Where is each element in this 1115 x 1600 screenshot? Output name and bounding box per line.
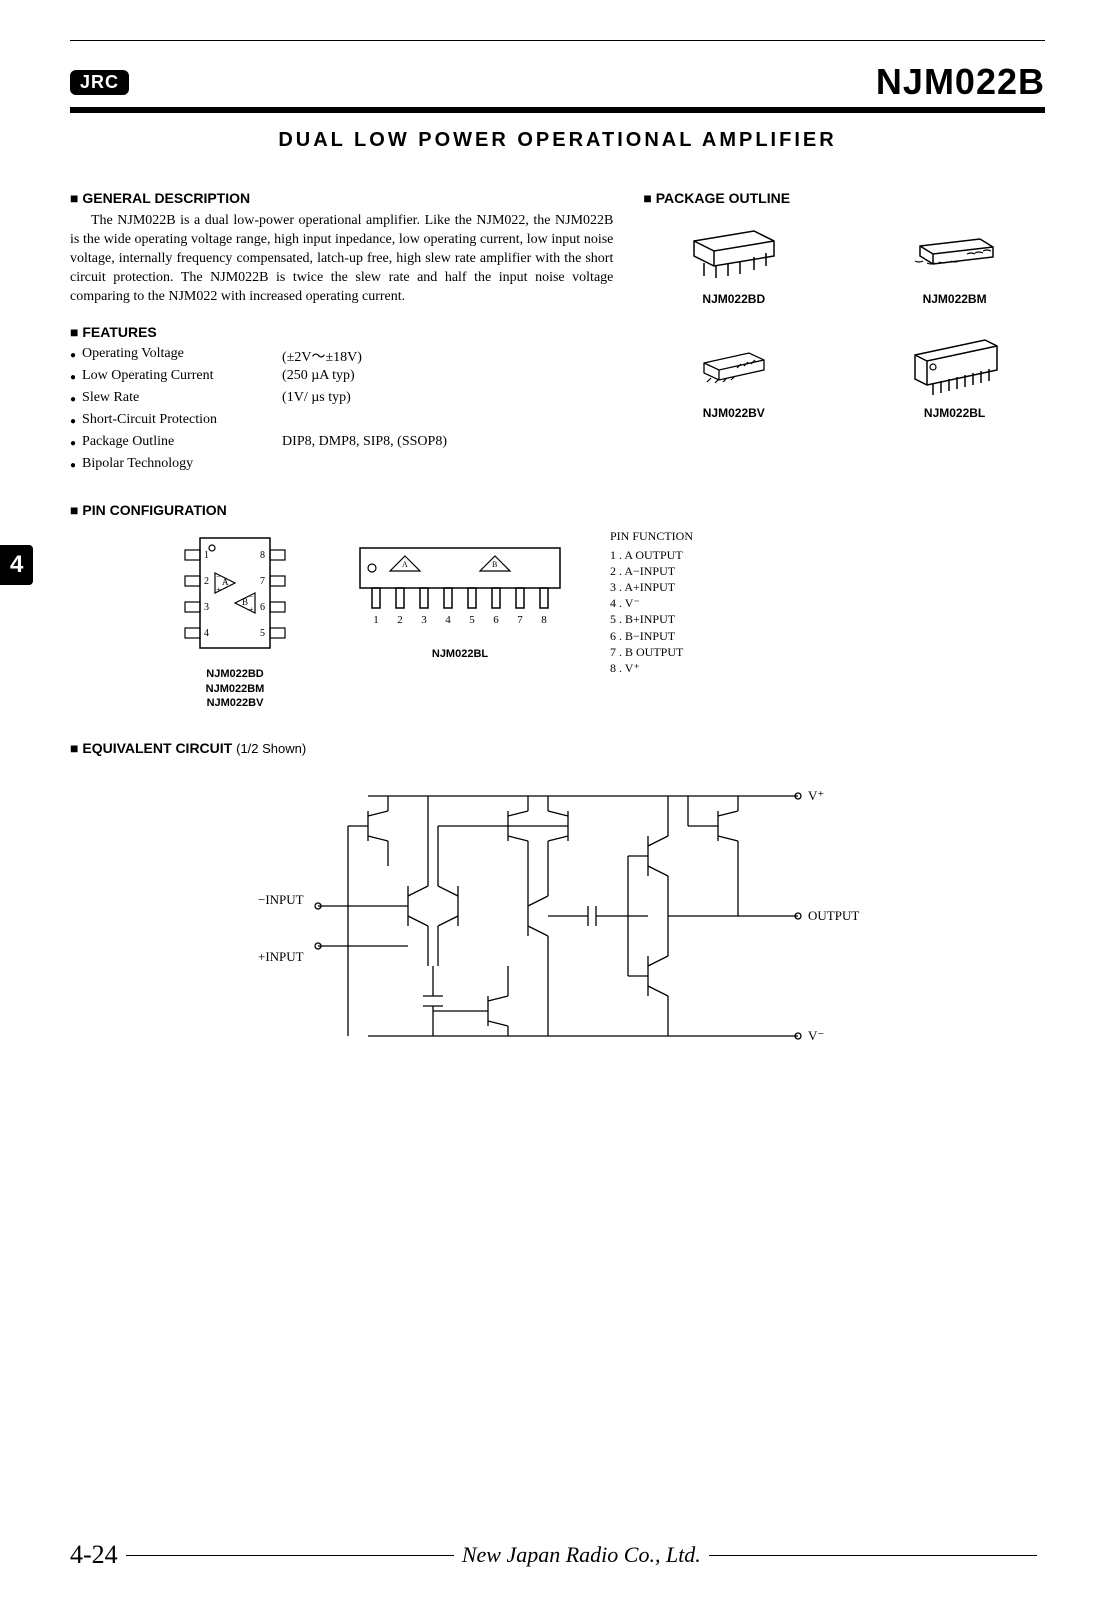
svg-text:B: B	[242, 597, 248, 607]
feature-item: Package OutlineDIP8, DMP8, SIP8, (SSOP8)	[70, 434, 613, 454]
vminus-label: V⁻	[808, 1028, 824, 1043]
pin-function-row: 1 . A OUTPUT	[610, 547, 693, 563]
features-list: Operating Voltage(±2V～±18V) Low Operatin…	[70, 346, 613, 476]
page-number: 4-24	[70, 1540, 118, 1570]
general-description-heading: GENERAL DESCRIPTION	[70, 190, 613, 206]
document-title: DUAL LOW POWER OPERATIONAL AMPLIFIER	[70, 129, 1045, 152]
features-heading: FEATURES	[70, 324, 613, 340]
pin-diagram-sip-label: NJM022BL	[350, 647, 570, 661]
logo: JRC	[70, 70, 129, 95]
pin-diagram-dip-label: NJM022BD NJM022BM NJM022BV	[160, 667, 310, 710]
svg-text:1: 1	[204, 550, 209, 561]
feature-label: Operating Voltage	[82, 346, 282, 366]
svg-text:+: +	[216, 585, 221, 594]
feature-item: Short-Circuit Protection	[70, 412, 613, 432]
pin-function-row: 6 . B−INPUT	[610, 628, 693, 644]
page: JRC NJM022B DUAL LOW POWER OPERATIONAL A…	[0, 0, 1115, 1590]
top-rule	[70, 40, 1045, 41]
package-ssop-icon	[643, 330, 824, 400]
header-row: JRC NJM022B	[70, 61, 1045, 103]
package-cell: NJM022BL	[864, 330, 1045, 420]
pin-function-row: 5 . B+INPUT	[610, 611, 693, 627]
package-cell: NJM022BM	[864, 216, 1045, 306]
svg-text:7: 7	[260, 576, 265, 587]
svg-text:B: B	[492, 560, 497, 569]
feature-label: Slew Rate	[82, 390, 282, 410]
feature-label: Short-Circuit Protection	[82, 412, 282, 432]
svg-text:8: 8	[260, 550, 265, 561]
svg-text:A: A	[402, 560, 408, 569]
feature-label: Bipolar Technology	[82, 456, 282, 476]
svg-text:−: −	[249, 592, 254, 601]
package-label: NJM022BV	[643, 406, 824, 420]
feature-value: (±2V～±18V)	[282, 346, 362, 366]
svg-text:4: 4	[204, 628, 209, 639]
package-grid: NJM022BD NJM022BM	[643, 216, 1045, 420]
package-sip-icon	[864, 330, 1045, 400]
package-dmp-icon	[864, 216, 1045, 286]
feature-value: (250 µA typ)	[282, 368, 355, 388]
svg-text:3: 3	[204, 602, 209, 613]
right-column: PACKAGE OUTLINE	[643, 182, 1045, 494]
equivalent-circuit-note: (1/2 Shown)	[236, 741, 306, 756]
package-label: NJM022BL	[864, 406, 1045, 420]
package-label: NJM022BM	[864, 292, 1045, 306]
feature-value: DIP8, DMP8, SIP8, (SSOP8)	[282, 434, 447, 454]
feature-item: Low Operating Current(250 µA typ)	[70, 368, 613, 388]
package-cell: NJM022BD	[643, 216, 824, 306]
footer-rule	[126, 1555, 454, 1556]
svg-text:1: 1	[373, 614, 379, 626]
feature-item: Operating Voltage(±2V～±18V)	[70, 346, 613, 366]
footer: 4-24 New Japan Radio Co., Ltd.	[70, 1540, 1045, 1570]
pin-configuration-heading: PIN CONFIGURATION	[70, 502, 1045, 518]
side-tab: 4	[0, 545, 33, 585]
pin-function-title: PIN FUNCTION	[610, 528, 693, 544]
feature-label: Low Operating Current	[82, 368, 282, 388]
package-outline-heading: PACKAGE OUTLINE	[643, 190, 1045, 206]
pin-function-row: 7 . B OUTPUT	[610, 644, 693, 660]
pin-function-row: 8 . V⁺	[610, 660, 693, 676]
svg-text:+: +	[249, 605, 254, 614]
plus-input-label: +INPUT	[258, 949, 304, 964]
svg-text:8: 8	[541, 614, 547, 626]
svg-text:5: 5	[260, 628, 265, 639]
equivalent-circuit-heading-text: EQUIVALENT CIRCUIT	[82, 740, 232, 756]
company-name: New Japan Radio Co., Ltd.	[462, 1542, 701, 1568]
pin-function-table: PIN FUNCTION 1 . A OUTPUT 2 . A−INPUT 3 …	[610, 528, 693, 676]
feature-item: Bipolar Technology	[70, 456, 613, 476]
pin-function-row: 4 . V⁻	[610, 595, 693, 611]
two-column-layout: GENERAL DESCRIPTION The NJM022B is a dua…	[70, 182, 1045, 494]
vplus-label: V⁺	[808, 788, 824, 803]
left-column: GENERAL DESCRIPTION The NJM022B is a dua…	[70, 182, 613, 494]
pin-function-row: 3 . A+INPUT	[610, 579, 693, 595]
svg-text:4: 4	[445, 614, 451, 626]
minus-input-label: −INPUT	[258, 892, 304, 907]
svg-text:3: 3	[421, 614, 427, 626]
svg-text:5: 5	[469, 614, 475, 626]
thick-rule	[70, 107, 1045, 113]
pin-diagram-sip: A B 1 2 3 4 5 6 7 8 NJM022BL	[350, 528, 570, 661]
equivalent-circuit-heading: EQUIVALENT CIRCUIT (1/2 Shown)	[70, 740, 1045, 756]
pin-configuration-section: A B 1 2 3 4 8 7 6 5 − + − + NJM022BD NJM…	[160, 528, 1045, 710]
svg-text:6: 6	[260, 602, 265, 613]
equivalent-circuit-diagram: V⁺ V⁻ OUTPUT −INPUT +INPUT	[70, 766, 1045, 1066]
feature-value: (1V/ µs typ)	[282, 390, 351, 410]
svg-text:2: 2	[397, 614, 403, 626]
feature-label: Package Outline	[82, 434, 282, 454]
svg-text:6: 6	[493, 614, 499, 626]
feature-item: Slew Rate(1V/ µs typ)	[70, 390, 613, 410]
svg-text:2: 2	[204, 576, 209, 587]
package-cell: NJM022BV	[643, 330, 824, 420]
pin-function-row: 2 . A−INPUT	[610, 563, 693, 579]
general-description-text: The NJM022B is a dual low-power operatio…	[70, 212, 613, 306]
svg-text:−: −	[216, 572, 221, 581]
package-label: NJM022BD	[643, 292, 824, 306]
svg-text:7: 7	[517, 614, 523, 626]
part-number: NJM022B	[876, 61, 1045, 103]
footer-rule	[709, 1555, 1037, 1556]
svg-text:A: A	[222, 577, 229, 587]
package-dip-icon	[643, 216, 824, 286]
output-label: OUTPUT	[808, 908, 859, 923]
pin-diagram-dip: A B 1 2 3 4 8 7 6 5 − + − + NJM022BD NJM…	[160, 528, 310, 710]
